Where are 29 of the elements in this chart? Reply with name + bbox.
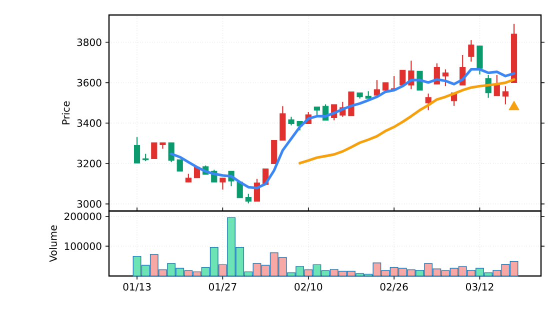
candlestick (468, 40, 474, 62)
y-tick-label: 3800 (77, 38, 102, 46)
candlestick (134, 136, 140, 164)
y-axis-title: Volume (49, 225, 57, 262)
candlestick (374, 80, 380, 96)
y-tick-label: 3400 (77, 119, 102, 127)
y-tick-label: 200000 (64, 212, 102, 220)
candlestick (220, 178, 226, 190)
candlestick (236, 182, 243, 198)
candlestick (476, 45, 483, 75)
x-tick-label: 02/26 (380, 283, 408, 292)
y-tick-label: 3600 (77, 78, 102, 86)
y-axis-title: Price (62, 101, 70, 124)
candlestick (176, 159, 183, 172)
y-tick-label: 3000 (77, 200, 102, 208)
candlestick (502, 86, 508, 105)
candlestick (151, 142, 158, 159)
candlestick (494, 74, 500, 96)
x-tick-label: 02/10 (294, 283, 322, 292)
candlestick (442, 68, 449, 87)
y-tick-label: 3200 (77, 160, 102, 168)
candlestick (271, 140, 278, 164)
candlestick (425, 93, 432, 111)
candlestick (245, 193, 252, 204)
x-tick-label: 03/12 (466, 283, 494, 292)
candlestick (400, 70, 406, 86)
x-tick-label: 01/13 (123, 283, 151, 292)
y-tick-label: 100000 (64, 242, 102, 250)
x-tick-label: 01/27 (208, 283, 236, 292)
